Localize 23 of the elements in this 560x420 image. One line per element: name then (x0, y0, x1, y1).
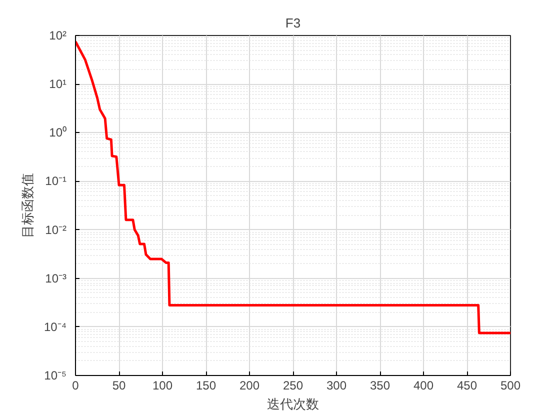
y-tick-label: 10⁻¹ (45, 174, 67, 188)
chart-title: F3 (285, 16, 301, 30)
y-axis-title: 目标函数值 (20, 173, 36, 238)
x-tick-label: 0 (72, 378, 80, 392)
line-series (76, 40, 510, 334)
x-tick-label: 350 (370, 378, 390, 392)
y-tick-label: 10⁻⁵ (44, 368, 67, 382)
y-tick-label: 10⁻² (45, 222, 67, 237)
y-tick-label: 10¹ (49, 77, 67, 92)
x-tick-label: 300 (326, 378, 347, 392)
y-tick-label: 10⁻⁴ (44, 320, 67, 334)
x-tick-label: 50 (112, 378, 126, 392)
x-axis-title: 迭代次数 (267, 398, 319, 412)
y-tick-label: 10⁻³ (45, 271, 67, 286)
x-tick-label: 400 (413, 378, 434, 392)
x-tick-label: 450 (456, 378, 478, 392)
y-tick-label: 10⁰ (49, 126, 67, 140)
x-tick-label: 150 (196, 378, 216, 392)
x-tick-label: 250 (282, 378, 304, 392)
x-tick-label: 100 (152, 378, 173, 392)
y-tick-label: 10² (49, 28, 67, 42)
x-tick-label: 500 (500, 378, 521, 392)
x-tick-label: 200 (239, 378, 260, 392)
